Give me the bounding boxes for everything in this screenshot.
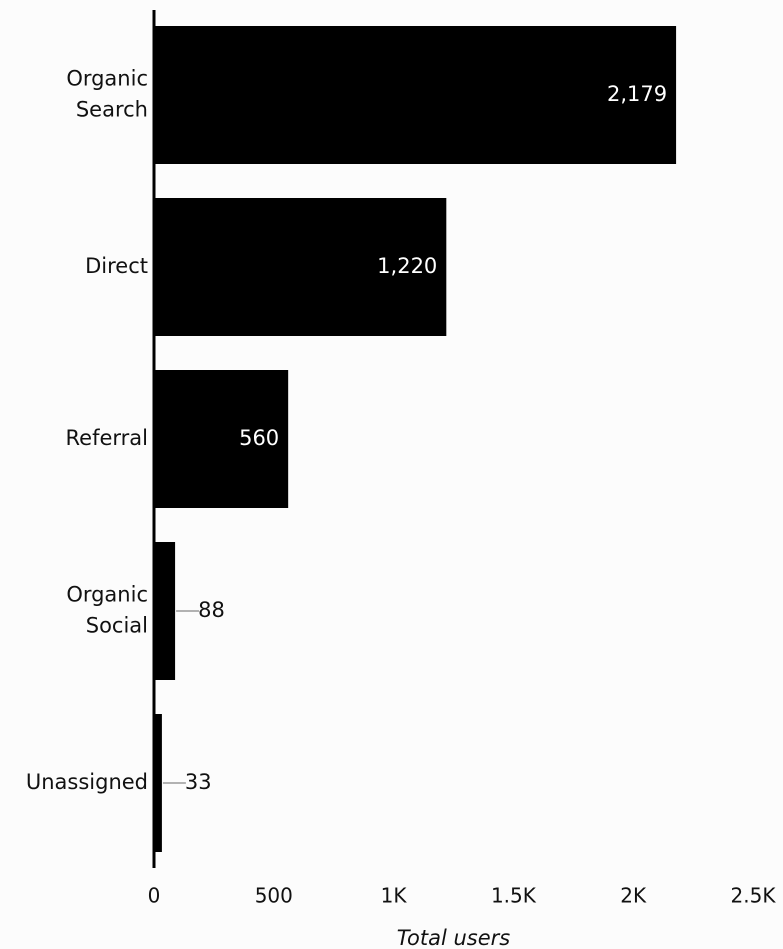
x-tick-label: 2K xyxy=(620,884,647,908)
data-label: 1,220 xyxy=(377,254,437,278)
data-label: 560 xyxy=(239,426,279,450)
category-label: Referral xyxy=(66,426,148,450)
bar[interactable] xyxy=(154,714,162,852)
data-label: 2,179 xyxy=(607,82,667,106)
category-label: Organic Social xyxy=(66,583,148,638)
x-tick-label: 500 xyxy=(255,884,293,908)
category-label: Direct xyxy=(85,254,148,278)
bar[interactable] xyxy=(154,370,289,508)
x-axis-title: Total users xyxy=(397,926,510,949)
data-label: 33 xyxy=(185,770,212,794)
category-label: Unassigned xyxy=(26,770,148,794)
category-label: Organic Search xyxy=(66,67,148,122)
x-tick-label: 2.5K xyxy=(731,884,777,908)
bar[interactable] xyxy=(154,198,447,336)
data-label: 88 xyxy=(198,598,225,622)
x-tick-label: 1.5K xyxy=(491,884,537,908)
bar[interactable] xyxy=(154,26,677,164)
bar[interactable] xyxy=(154,542,176,680)
x-tick-label: 0 xyxy=(148,884,161,908)
x-tick-label: 1K xyxy=(381,884,408,908)
